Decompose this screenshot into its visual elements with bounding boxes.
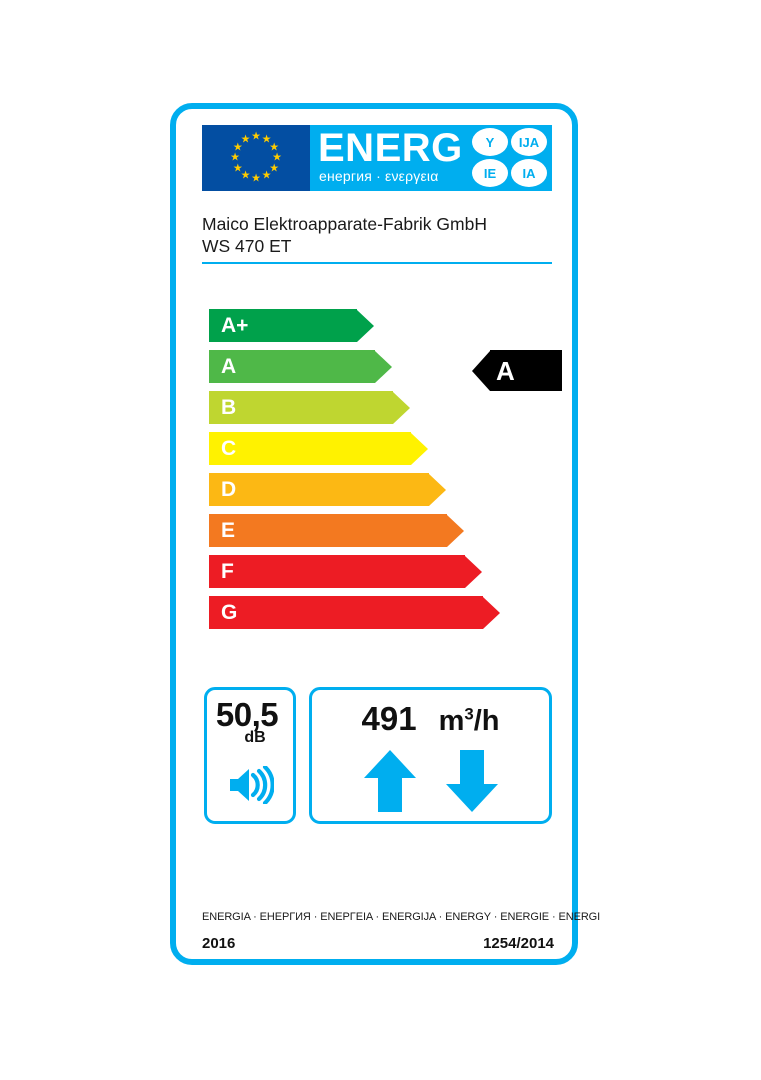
footer-regulation: 1254/2014 xyxy=(483,935,554,952)
scale-bar-body: C xyxy=(209,432,411,465)
rating-pointer: A xyxy=(472,350,562,391)
scale-bar-c: C xyxy=(209,432,428,465)
scale-row: B xyxy=(209,391,499,424)
energ-wordmark-block: ENERG енергия · ενεργεια Y IJA IE IA xyxy=(310,125,552,191)
arrow-up-icon xyxy=(363,750,416,812)
noise-panel: 50,5 dB xyxy=(204,687,296,824)
scale-bar-d: D xyxy=(209,473,446,506)
scale-bar-tip xyxy=(393,391,410,424)
energy-label-card: ★ ★ ★ ★ ★ ★ ★ ★ ★ ★ ★ ★ ENERG енергия · ενεργεια Y … xyxy=(170,103,601,965)
scale-bar-tip xyxy=(411,432,428,465)
scale-class-label: F xyxy=(221,560,234,583)
eu-star-icon: ★ xyxy=(251,130,261,143)
scale-row: F xyxy=(209,555,499,588)
noise-value: 50,5 xyxy=(215,696,279,733)
scale-class-label: D xyxy=(221,478,237,501)
scale-row: D xyxy=(209,473,499,506)
scale-bar-tip xyxy=(483,596,500,629)
scale-bar-body: F xyxy=(209,555,465,588)
airflow-unit-prefix: m xyxy=(438,705,465,737)
scale-row: E xyxy=(209,514,499,547)
scale-bar-body: E xyxy=(209,514,447,547)
eu-star-icon: ★ xyxy=(251,172,261,185)
scale-row: G xyxy=(209,596,500,629)
scale-bar-body: G xyxy=(209,596,483,629)
scale-row: C xyxy=(209,432,499,465)
footer-year: 2016 xyxy=(202,935,236,952)
scale-class-label: C xyxy=(221,437,237,460)
language-circles: Y IJA IE IA xyxy=(472,128,548,188)
eu-flag-icon: ★ ★ ★ ★ ★ ★ ★ ★ ★ ★ ★ ★ xyxy=(202,125,310,191)
airflow-value: 491 xyxy=(361,700,417,737)
label-header: ★ ★ ★ ★ ★ ★ ★ ★ ★ ★ ★ ★ ENERG енергия · ενεργεια Y … xyxy=(202,125,552,191)
energ-wordmark: ENERG xyxy=(318,126,463,170)
scale-bar-g: G xyxy=(209,596,500,629)
eu-star-icon: ★ xyxy=(240,133,251,146)
eu-star-icon: ★ xyxy=(232,162,243,174)
energy-class-scale: A+ A B C D E F G xyxy=(209,309,500,637)
lang-circle-3: IA xyxy=(511,159,547,187)
scale-class-label: B xyxy=(221,396,237,419)
scale-bar-body: B xyxy=(209,391,393,424)
scale-class-label: A+ xyxy=(221,314,249,337)
scale-row: A+ xyxy=(209,309,499,342)
energ-subtitle: енергия · ενεργεια xyxy=(319,168,439,184)
scale-bar-b: B xyxy=(209,391,410,424)
lang-circle-2: IE xyxy=(472,159,508,187)
scale-bar-a: A xyxy=(209,350,392,383)
scale-class-label: A xyxy=(221,355,237,378)
scale-bar-tip xyxy=(465,555,482,588)
footer-row: 2016 1254/2014 xyxy=(202,935,554,952)
rating-arrow-body: A xyxy=(490,350,562,391)
supplier-name: Maico Elektroapparate-Fabrik GmbH xyxy=(202,214,487,234)
rating-class-value: A xyxy=(496,355,515,386)
scale-class-label: G xyxy=(221,601,238,624)
airflow-unit-suffix: /h xyxy=(473,705,500,737)
eu-star-icon: ★ xyxy=(230,151,240,164)
arrow-down-icon xyxy=(445,750,498,812)
airflow-unit-exponent: 3 xyxy=(464,704,474,724)
footer-languages: ENERGIA · ЕНЕРГИЯ · ΕΝΕΡΓΕΙΑ · ENERGIJA … xyxy=(202,911,601,923)
scale-bar-body: D xyxy=(209,473,429,506)
airflow-figure: 491 m3/h xyxy=(312,702,549,738)
scale-bar-body: A xyxy=(209,350,375,383)
lang-circle-0: Y xyxy=(472,128,508,156)
scale-bar-body: A+ xyxy=(209,309,357,342)
supplier-divider xyxy=(202,262,552,264)
eu-star-icon: ★ xyxy=(272,151,282,164)
scale-bar-tip xyxy=(375,350,392,383)
eu-star-icon: ★ xyxy=(261,133,272,146)
supplier-block: Maico Elektroapparate-Fabrik GmbH WS 470… xyxy=(202,213,552,257)
scale-bar-tip xyxy=(429,473,446,506)
scale-bar-aplus: A+ xyxy=(209,309,374,342)
eu-star-icon: ★ xyxy=(269,162,280,174)
scale-bar-e: E xyxy=(209,514,464,547)
airflow-panel: 491 m3/h xyxy=(309,687,552,824)
speaker-icon xyxy=(226,764,275,809)
eu-star-icon: ★ xyxy=(261,169,272,182)
model-identifier: WS 470 ET xyxy=(202,236,292,256)
rating-arrowhead-icon xyxy=(472,350,490,391)
lang-circle-1: IJA xyxy=(511,128,547,156)
noise-figure: 50,5 dB xyxy=(207,698,287,746)
scale-bar-f: F xyxy=(209,555,482,588)
scale-row: A xyxy=(209,350,499,383)
eu-star-icon: ★ xyxy=(240,169,251,182)
noise-unit: dB xyxy=(244,729,266,746)
airflow-arrows xyxy=(312,748,549,814)
airflow-unit: m3/h xyxy=(439,704,500,738)
eu-star-icon: ★ xyxy=(232,141,243,153)
eu-star-icon: ★ xyxy=(269,141,280,153)
scale-bar-tip xyxy=(357,309,374,342)
scale-bar-tip xyxy=(447,514,464,547)
scale-class-label: E xyxy=(221,519,236,542)
